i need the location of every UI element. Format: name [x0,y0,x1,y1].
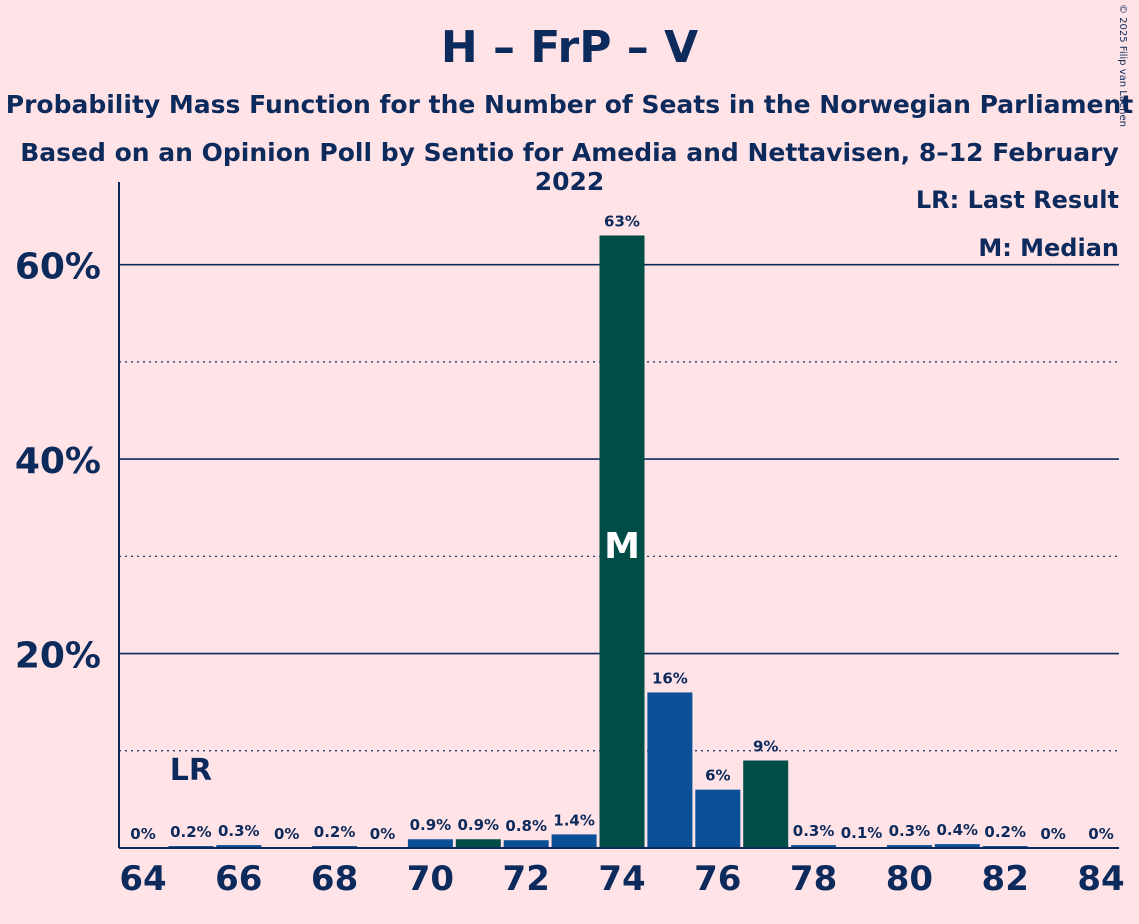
x-tick-label: 66 [215,859,262,899]
data-label: 0% [274,825,299,843]
x-tick-label: 78 [790,859,837,899]
data-label: 0% [1088,825,1113,843]
y-tick-label: 20% [15,636,101,677]
chart-subtitle-2: Based on an Opinion Poll by Sentio for A… [20,138,1119,196]
data-label: 0% [370,825,395,843]
bar [216,845,262,848]
data-label: 0.3% [218,822,260,840]
legend-median: M: Median [978,234,1119,262]
x-tick-label: 64 [119,859,166,899]
data-label: 16% [652,669,688,687]
bar [647,692,693,848]
data-label: 0.4% [936,821,978,839]
chart-title: H – FrP – V [440,22,699,73]
legend-last-result: LR: Last Result [915,186,1119,214]
bar [407,839,453,848]
data-label: 0% [130,825,155,843]
data-label: 0.3% [889,822,931,840]
data-label: 0.9% [457,816,499,834]
data-label: 0.8% [505,817,547,835]
data-label: 0.2% [984,823,1026,841]
last-result-marker: LR [170,753,212,788]
x-tick-label: 82 [982,859,1029,899]
x-tick-label: 72 [503,859,550,899]
x-tick-label: 84 [1077,859,1124,899]
bar [695,789,741,848]
bar [886,845,932,848]
data-label: 0% [1040,825,1065,843]
bar [551,834,597,848]
data-label: 1.4% [553,811,595,829]
x-tick-label: 68 [311,859,358,899]
data-label: 9% [753,737,778,755]
data-label: 0.2% [170,823,212,841]
bar [503,840,549,848]
data-label: 0.9% [410,816,452,834]
data-label: 0.1% [841,824,883,842]
x-tick-label: 76 [694,859,741,899]
bar [599,235,645,848]
x-tick-label: 70 [407,859,454,899]
data-label: 0.3% [793,822,835,840]
chart-subtitle-1: Probability Mass Function for the Number… [5,90,1134,119]
data-label: 63% [604,212,640,230]
bar [791,845,837,848]
bar [934,844,980,848]
x-tick-label: 74 [598,859,645,899]
y-tick-label: 40% [15,441,101,482]
median-marker: M [604,526,640,567]
bar [743,760,789,848]
data-label: 6% [705,767,730,785]
y-tick-label: 60% [15,247,101,288]
data-label: 0.2% [314,823,356,841]
bar [455,839,501,848]
x-tick-label: 80 [886,859,933,899]
